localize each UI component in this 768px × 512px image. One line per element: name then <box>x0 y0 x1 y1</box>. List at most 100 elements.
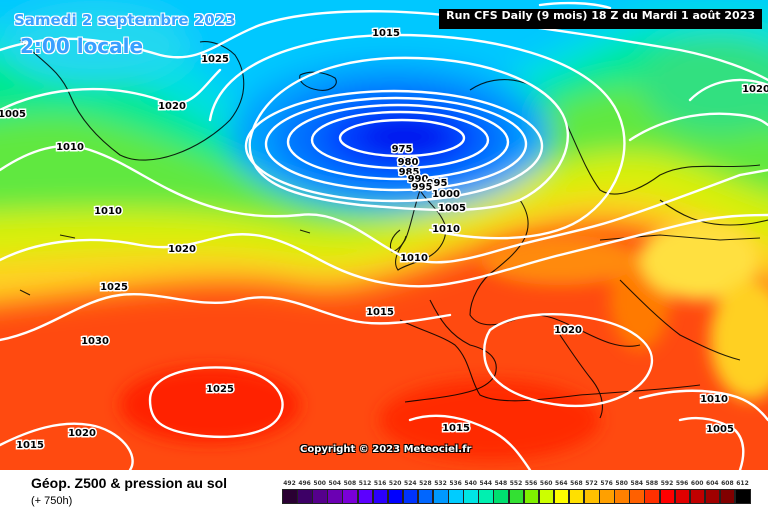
scale-swatch <box>478 489 494 504</box>
scale-label: 496 <box>298 480 311 487</box>
scale-swatch <box>629 489 645 504</box>
scale-swatch <box>448 489 464 504</box>
isobar-label: 1010 <box>400 253 428 264</box>
scale-swatch <box>282 489 298 504</box>
scale-label: 512 <box>358 480 372 487</box>
scale-label: 516 <box>373 480 387 487</box>
isobar-label: 1010 <box>94 206 122 217</box>
isobar-label: 1030 <box>81 336 109 347</box>
scale-label: 592 <box>660 480 674 487</box>
scale-label: 568 <box>570 480 583 487</box>
scale-swatch <box>553 489 570 504</box>
scale-swatch <box>342 489 358 504</box>
scale-label: 560 <box>539 480 553 487</box>
scale-swatch <box>297 489 313 504</box>
isobar-label: 1015 <box>16 440 44 451</box>
isobar-label: 1025 <box>206 384 234 395</box>
isobar-label: 1005 <box>706 424 734 435</box>
scale-label: 524 <box>404 480 417 487</box>
scale-swatch <box>327 489 343 504</box>
scale-label: 548 <box>494 480 508 487</box>
scale-swatch <box>659 489 676 504</box>
scale-label: 580 <box>615 480 628 487</box>
coastlines <box>19 39 768 419</box>
isobar-label: 1005 <box>438 203 466 214</box>
isobar-label: 1000 <box>432 189 460 200</box>
scale-label: 556 <box>524 480 538 487</box>
scale-swatch <box>463 489 479 504</box>
isobar-label: 1020 <box>158 101 186 112</box>
pressure-geopotential-map: 1015 1025 1020 1005 1010 1010 1020 1025 … <box>0 0 768 470</box>
isobar-label: 1020 <box>68 428 96 439</box>
scale-label: 604 <box>706 480 719 487</box>
forecast-time-title: 2:00 locale <box>20 34 144 58</box>
scale-swatch <box>674 489 691 504</box>
scale-swatch <box>599 489 615 504</box>
scale-swatch <box>372 489 389 504</box>
isobar-label: 1005 <box>0 109 26 120</box>
scale-label: 544 <box>479 480 493 487</box>
isobar-label: 980 <box>398 157 419 168</box>
scale-swatch <box>417 489 434 504</box>
scale-label: 576 <box>600 480 613 487</box>
isobar-label: 1020 <box>554 325 582 336</box>
isobar-label: 985 <box>399 167 420 178</box>
scale-label: 564 <box>555 480 568 487</box>
scale-label: 504 <box>328 480 342 487</box>
scale-label: 500 <box>313 480 326 487</box>
scale-swatch <box>508 489 525 504</box>
pressure-labels: 1015 1025 1020 1005 1010 1010 1020 1025 … <box>0 27 768 453</box>
isobar-label: 1015 <box>372 28 400 39</box>
legend-footer: Géop. Z500 & pression au sol (+ 750h) 49… <box>0 470 768 512</box>
scale-label: 536 <box>449 480 462 487</box>
legend-subtitle: (+ 750h) <box>31 495 73 507</box>
isobar-label: 1025 <box>100 282 128 293</box>
scale-swatch <box>493 489 509 504</box>
isobar-label: 1010 <box>432 224 460 235</box>
model-run-banner: Run CFS Daily (9 mois) 18 Z du Mardi 1 a… <box>439 9 762 29</box>
isobar-lines <box>0 1 768 470</box>
isobar-label: 995 <box>427 178 448 189</box>
isobar-label: 1020 <box>168 244 196 255</box>
scale-swatch <box>433 489 449 504</box>
scale-label: 528 <box>419 480 432 487</box>
scale-swatch <box>523 489 540 504</box>
scale-label: 572 <box>585 480 598 487</box>
scale-label: 492 <box>283 480 296 487</box>
scale-swatch <box>312 489 328 504</box>
isobar-label: 1020 <box>742 84 768 95</box>
scale-swatch <box>538 489 555 504</box>
isobar-label: 1025 <box>201 54 229 65</box>
isobar-label: 990 <box>408 174 429 185</box>
scale-label: 600 <box>690 480 704 487</box>
scale-swatch <box>704 489 721 504</box>
scale-swatch <box>568 489 585 504</box>
legend-title: Géop. Z500 & pression au sol <box>31 475 228 491</box>
scale-label: 596 <box>675 480 689 487</box>
copyright-notice: Copyright © 2023 Meteociel.fr <box>300 444 472 455</box>
isobar-label: 1010 <box>56 142 84 153</box>
scale-swatch <box>614 489 630 504</box>
scale-swatch <box>357 489 374 504</box>
isobar-label: 1010 <box>700 394 728 405</box>
scale-label: 584 <box>630 480 644 487</box>
scale-swatch <box>689 489 706 504</box>
scale-label: 612 <box>736 480 749 487</box>
isobar-label: 1015 <box>366 307 394 318</box>
scale-swatch <box>719 489 736 504</box>
color-scale: 492 496 500 504 508 512 516 520 524 528 532 536 540 5… <box>282 480 752 506</box>
scale-label: 608 <box>721 480 734 487</box>
isobar-label: 1015 <box>442 423 470 434</box>
scale-swatch <box>735 489 751 504</box>
scale-swatch <box>584 489 600 504</box>
scale-label: 588 <box>645 480 659 487</box>
isobar-label: 995 <box>412 182 433 193</box>
isobar-label: 975 <box>392 144 413 155</box>
scale-swatch <box>402 489 419 504</box>
scale-label: 520 <box>388 480 402 487</box>
geopotential-field <box>0 0 768 470</box>
scale-label: 532 <box>434 480 447 487</box>
scale-swatch <box>644 489 660 504</box>
scale-label: 508 <box>343 480 357 487</box>
